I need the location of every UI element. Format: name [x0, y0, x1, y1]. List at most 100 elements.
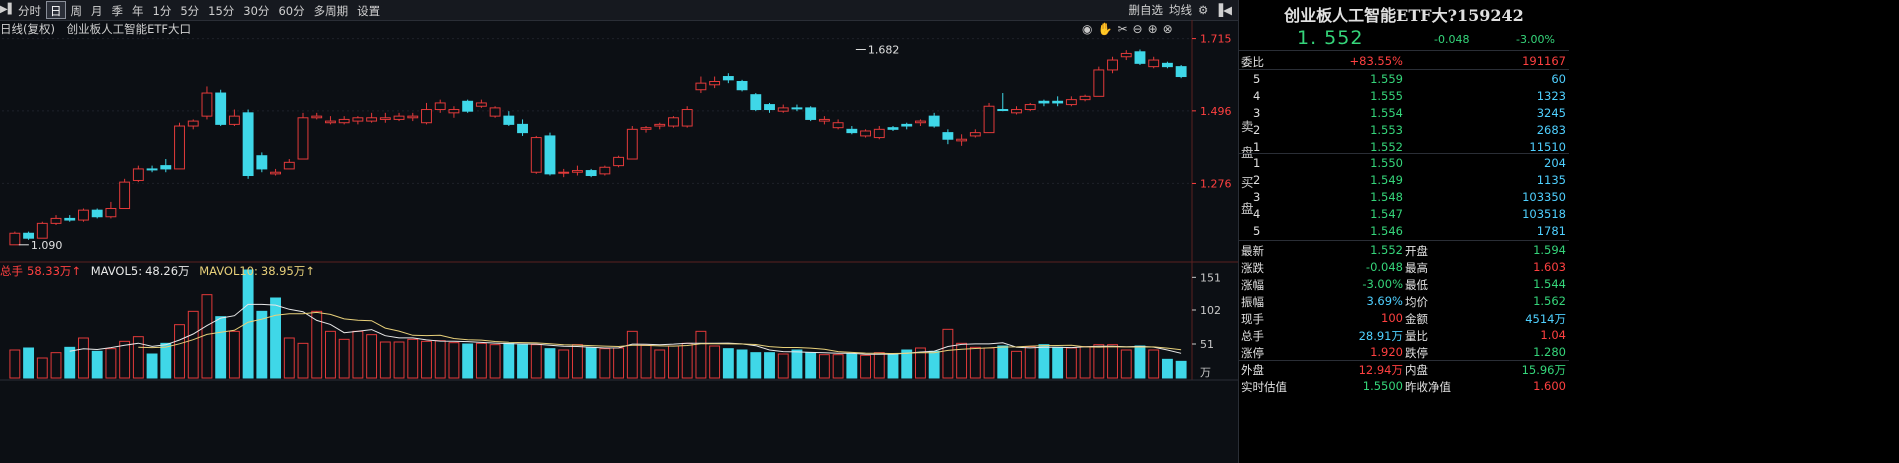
candle-body: [530, 137, 542, 173]
candle-body: [860, 130, 871, 137]
period-tabs: 分时日周月季年 1分 5分 15分 30分 60分 多周期 设置: [14, 1, 385, 19]
tab-period-12[interactable]: 设置: [357, 4, 381, 18]
bid-level: 2: [1253, 173, 1261, 187]
ma-overlay-button[interactable]: 均线: [1168, 3, 1192, 17]
chart-pane[interactable]: ▶▌ 分时日周月季年 1分 5分 15分 30分 60分 多周期 设置 删自选 均线 ⚙ ▐◀…: [0, 0, 1238, 463]
scissors-icon[interactable]: ✂: [1117, 22, 1128, 36]
divider: [1239, 69, 1569, 70]
candle-body: [270, 171, 281, 175]
candle-body: [517, 123, 528, 134]
candle-body: [174, 125, 185, 170]
candle-body: [448, 109, 460, 114]
ask-row: 3 1.554 3245: [1239, 105, 1569, 121]
candle-body: [1093, 69, 1105, 97]
candle-body: [791, 107, 803, 110]
zoom-in-icon[interactable]: ⊕: [1147, 22, 1158, 36]
kline-chart[interactable]: 1.715 1.496 1.276 1.682 1.090 151 102 51 万: [0, 0, 1238, 463]
divider: [1239, 240, 1569, 241]
candle-body: [462, 100, 474, 112]
tab-period-8[interactable]: 15分: [208, 4, 235, 18]
eye-icon[interactable]: ◉: [1082, 22, 1093, 36]
candle-body: [146, 168, 158, 171]
candle-body: [201, 92, 213, 117]
volume-bar: [1120, 349, 1132, 379]
volume-bar: [983, 347, 995, 379]
ask-side-label: 卖盘: [1241, 119, 1254, 160]
candle-body: [736, 80, 748, 91]
volume-bar: [640, 344, 652, 379]
tab-period-1[interactable]: 日: [46, 1, 66, 19]
tab-period-11[interactable]: 多周期: [313, 4, 349, 18]
volume-tick-label: 102: [1200, 304, 1221, 317]
volume-bar: [270, 297, 281, 379]
hand-icon[interactable]: ✋: [1097, 22, 1113, 36]
volume-bar: [832, 354, 844, 379]
volume-bar: [9, 349, 21, 379]
candle-body: [969, 132, 981, 137]
volume-bar: [654, 349, 666, 379]
volume-bar: [599, 348, 611, 379]
candle-body: [91, 209, 103, 218]
divider: [1239, 360, 1569, 361]
chart-tools: ◉ ✋ ✂ ⊖ ⊕ ⊗: [1082, 22, 1173, 36]
candle-body: [764, 104, 775, 111]
delete-watchlist-button[interactable]: 删自选: [1128, 3, 1163, 17]
candle-body: [1011, 109, 1022, 114]
tab-period-3[interactable]: 月: [91, 4, 103, 18]
candle-body: [654, 123, 666, 127]
collapse-left-icon[interactable]: ▶▌: [0, 4, 16, 15]
tab-period-2[interactable]: 周: [70, 4, 83, 18]
ask-row: 2 1.553 2683: [1239, 122, 1569, 138]
ask-level: 2: [1253, 123, 1261, 137]
volume-bar: [352, 330, 364, 379]
volume-bar: [64, 346, 76, 379]
candle-body: [242, 112, 254, 177]
tab-period-6[interactable]: 1分: [152, 4, 172, 18]
candle-body: [352, 117, 364, 122]
ask-volume: 1323: [1536, 89, 1566, 103]
security-name: 创业板人工智能ETF大口: [66, 22, 192, 36]
candle-body: [818, 118, 830, 122]
stat-label: 涨停: [1241, 346, 1264, 360]
volume-bar: [956, 342, 968, 379]
volume-bar: [1107, 344, 1118, 379]
stat-label: 涨幅: [1241, 278, 1264, 292]
candle-body: [1024, 104, 1036, 111]
volume-bar: [297, 342, 309, 379]
stat-row: 振幅 3.69% 均价 1.562: [1239, 293, 1569, 309]
volume-bar: [160, 342, 172, 379]
candle-body: [283, 161, 295, 170]
candle-body: [599, 166, 611, 175]
volume-bar: [187, 310, 199, 379]
candle-body: [1120, 52, 1132, 58]
candle-body: [1065, 99, 1077, 106]
candle-body: [571, 170, 583, 173]
tab-period-4[interactable]: 季: [111, 4, 124, 18]
volume-bar: [421, 340, 432, 379]
tab-period-0[interactable]: 分时: [18, 4, 41, 18]
zoom-out-icon[interactable]: ⊖: [1132, 22, 1143, 36]
settings-icon[interactable]: ⚙: [1197, 3, 1209, 17]
close-icon[interactable]: ⊗: [1162, 22, 1173, 36]
tab-period-7[interactable]: 5分: [180, 4, 200, 18]
candle-body: [901, 123, 913, 127]
bid-price: 1.548: [1370, 190, 1403, 204]
candle-body: [1038, 100, 1050, 104]
volume-bar: [750, 352, 762, 379]
expand-right-icon[interactable]: ▐◀: [1214, 3, 1232, 17]
stat-label: 量比: [1405, 329, 1428, 343]
stat-row: 实时估值 1.5500 昨收净值 1.600: [1239, 378, 1569, 394]
candle-body: [873, 128, 885, 139]
stat-row: 现手 100 金额 4514万: [1239, 310, 1569, 326]
candle-body: [1175, 66, 1187, 78]
volume-bar: [887, 353, 899, 379]
tab-period-5[interactable]: 年: [132, 4, 144, 18]
candle-body: [956, 138, 968, 142]
volume-bar: [174, 324, 185, 379]
tab-period-9[interactable]: 30分: [243, 4, 270, 18]
volume-bar: [997, 345, 1009, 379]
bid-volume: 1781: [1536, 224, 1566, 238]
tab-period-10[interactable]: 60分: [278, 4, 305, 18]
bid-price: 1.547: [1370, 207, 1403, 221]
price-tick-label: 1.496: [1200, 105, 1232, 118]
